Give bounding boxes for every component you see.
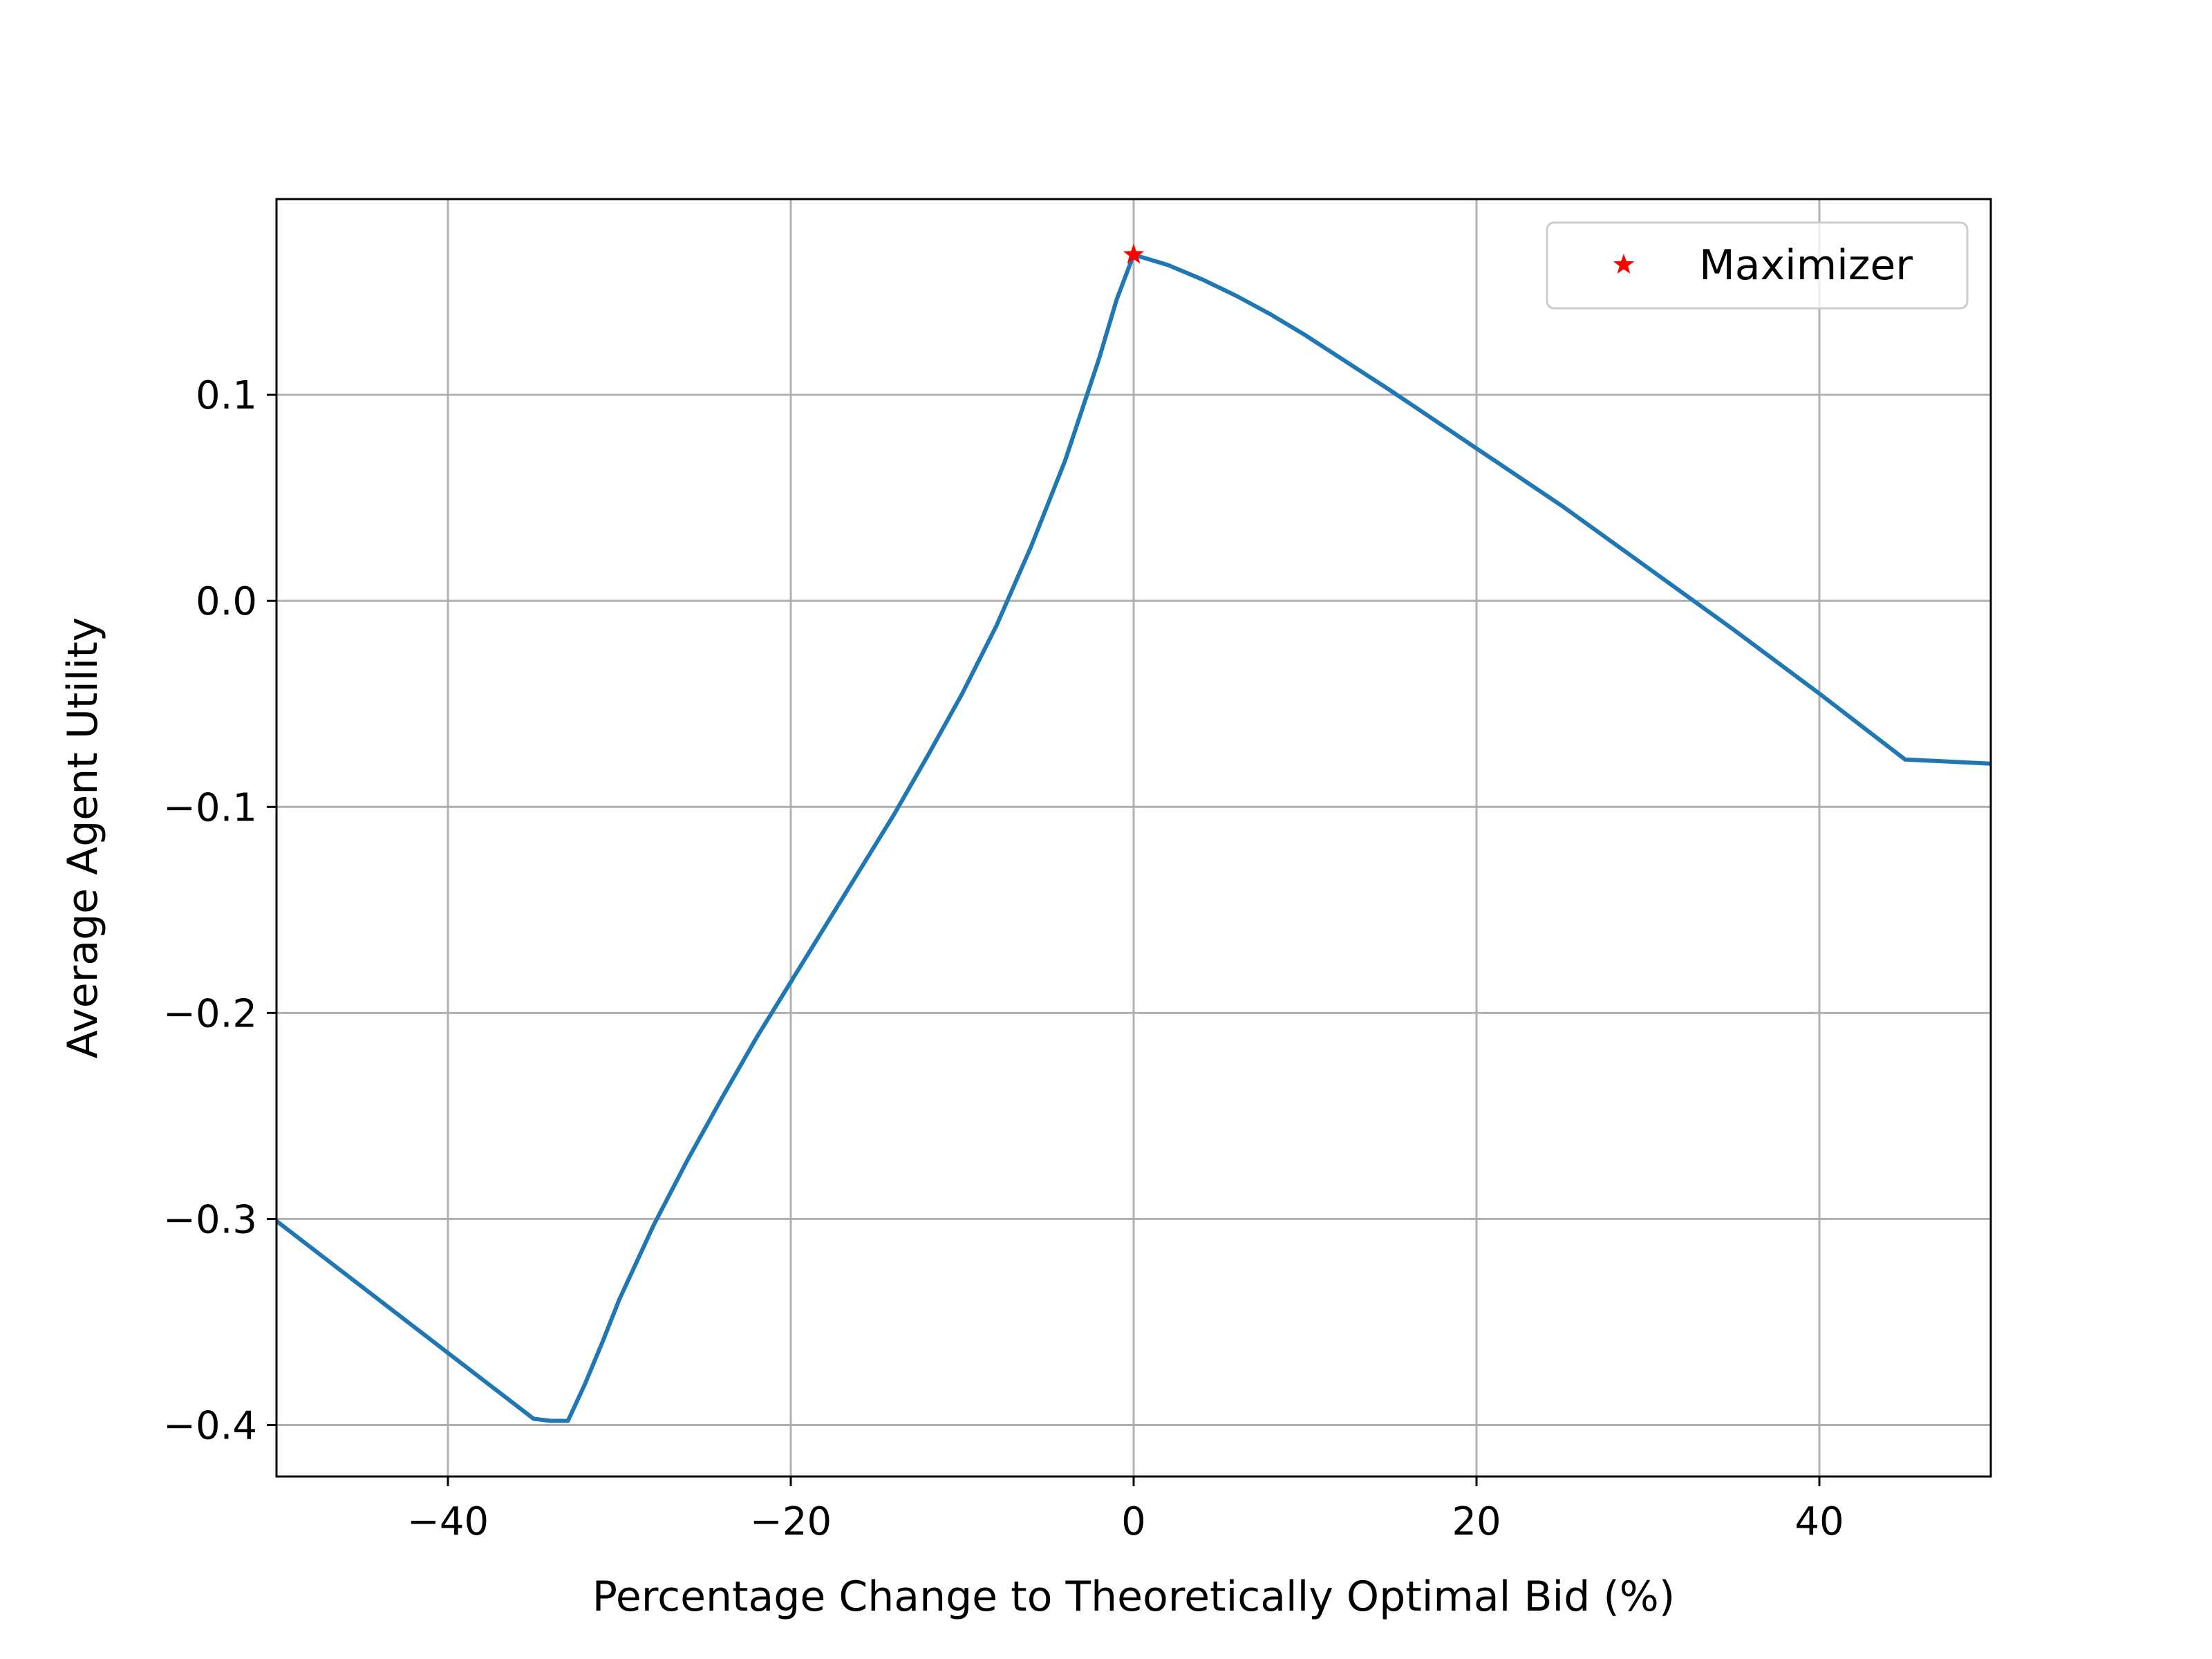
y-tick-label: −0.1 [163, 785, 257, 830]
y-tick-label: −0.3 [163, 1197, 257, 1242]
x-tick-label: 0 [1121, 1499, 1146, 1544]
legend-star-marker [1613, 254, 1635, 274]
maximizer-point [1123, 243, 1145, 264]
x-tick-label: 20 [1452, 1499, 1501, 1544]
legend-box [1546, 221, 1969, 310]
utility-curve-line [275, 252, 1991, 1423]
y-axis-label: Average Agent Utility [59, 617, 107, 1059]
legend-label-maximizer: Maximizer [1699, 241, 1913, 290]
y-tick-label: −0.2 [163, 991, 257, 1036]
plot-area [275, 243, 1991, 1423]
y-tick-label: −0.4 [163, 1403, 257, 1448]
y-tick-label: 0.0 [196, 579, 257, 624]
grid [276, 199, 1991, 1477]
x-axis-label: Percentage Change to Theoretically Optim… [592, 1573, 1675, 1621]
y-tick-label: 0.1 [196, 373, 257, 418]
legend: Maximizer [1546, 221, 1969, 310]
x-tick-label: −40 [407, 1499, 489, 1544]
x-tick-label: 40 [1794, 1499, 1844, 1544]
x-tick-label: −20 [750, 1499, 832, 1544]
axis-ticks: −40 −20 0 20 40 −0.4 −0.3 −0.2 −0.1 0.0 0.1 [163, 373, 1844, 1544]
